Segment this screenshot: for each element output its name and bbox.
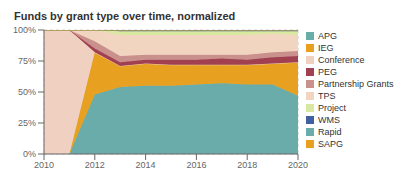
html-text:Project: Project — [318, 103, 346, 113]
svg-text:75%: 75% — [18, 56, 36, 66]
svg-text:2014: 2014 — [136, 160, 156, 170]
html-text:Funds by grant type over time,: Funds by grant type over time, normalize… — [14, 10, 236, 22]
svg-text:2012: 2012 — [85, 160, 105, 170]
svg-text:2016: 2016 — [186, 160, 206, 170]
svg-text:0%: 0% — [23, 149, 36, 159]
html-text:SAPG: SAPG — [318, 139, 343, 149]
html-text:APG: APG — [318, 31, 337, 41]
svg-text:25%: 25% — [18, 118, 36, 128]
svg-text:2010: 2010 — [34, 160, 54, 170]
html-text:TPS: TPS — [318, 91, 336, 101]
html-text:Conference: Conference — [318, 55, 365, 65]
html-text:Rapid: Rapid — [318, 127, 342, 137]
html-text:WMS: WMS — [318, 115, 340, 125]
svg-text:2020: 2020 — [288, 160, 308, 170]
html-text:Partnership Grants: Partnership Grants — [318, 79, 394, 89]
svg-text:2018: 2018 — [237, 160, 257, 170]
html-text:IEG: IEG — [318, 43, 334, 53]
html-text:PEG: PEG — [318, 67, 337, 77]
svg-text:100%: 100% — [13, 25, 36, 35]
svg-text:50%: 50% — [18, 87, 36, 97]
